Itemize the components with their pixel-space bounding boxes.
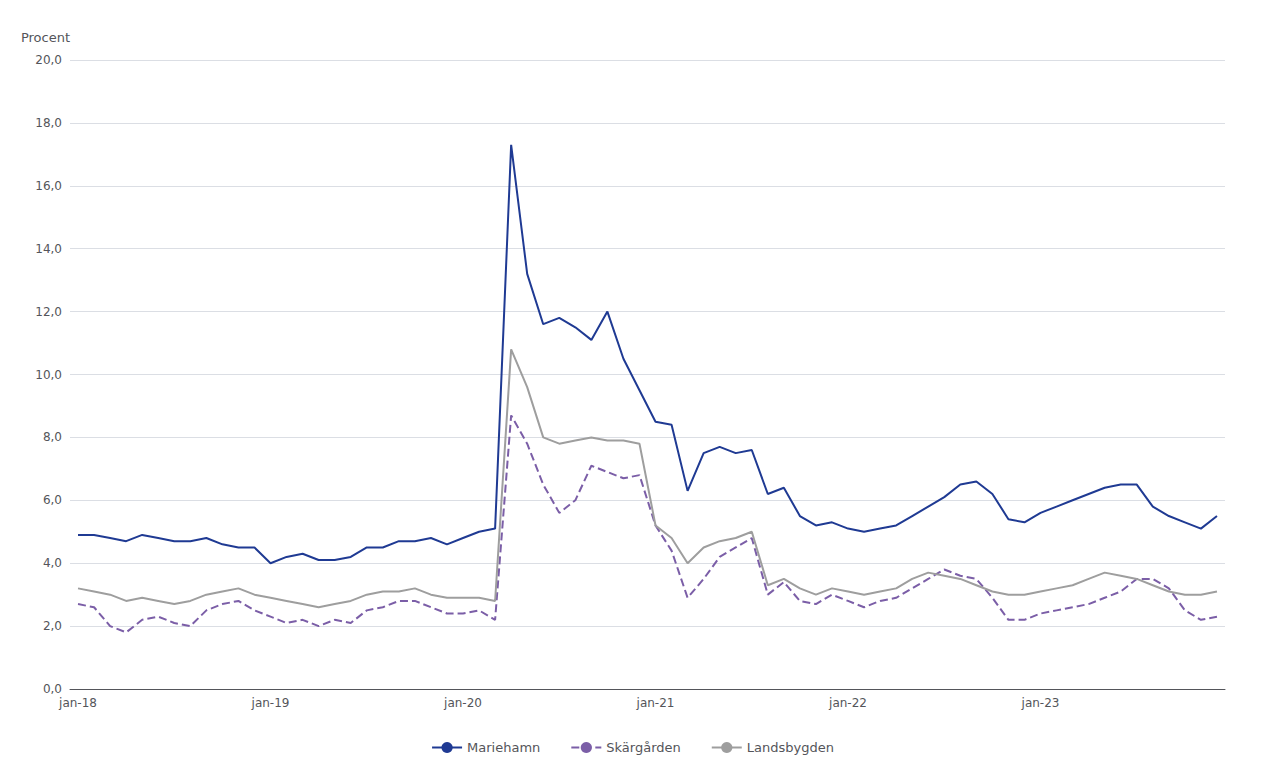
svg-text:jan-22: jan-22 [828, 696, 867, 710]
svg-text:jan-18: jan-18 [58, 696, 97, 710]
svg-text:6,0: 6,0 [43, 493, 62, 507]
svg-text:2,0: 2,0 [43, 619, 62, 633]
svg-text:8,0: 8,0 [43, 430, 62, 444]
svg-text:10,0: 10,0 [35, 368, 62, 382]
svg-text:jan-21: jan-21 [636, 696, 675, 710]
svg-text:Mariehamn: Mariehamn [467, 740, 540, 755]
svg-text:jan-23: jan-23 [1021, 696, 1060, 710]
svg-text:Procent: Procent [21, 30, 70, 45]
svg-text:20,0: 20,0 [35, 53, 62, 67]
svg-text:12,0: 12,0 [35, 305, 62, 319]
svg-text:18,0: 18,0 [35, 116, 62, 130]
svg-text:Skärgården: Skärgården [606, 740, 680, 755]
svg-text:jan-20: jan-20 [443, 696, 482, 710]
svg-text:16,0: 16,0 [35, 179, 62, 193]
svg-text:0,0: 0,0 [43, 682, 62, 696]
svg-text:4,0: 4,0 [43, 556, 62, 570]
svg-text:Landsbygden: Landsbygden [747, 740, 834, 755]
svg-text:jan-19: jan-19 [251, 696, 290, 710]
svg-text:14,0: 14,0 [35, 242, 62, 256]
